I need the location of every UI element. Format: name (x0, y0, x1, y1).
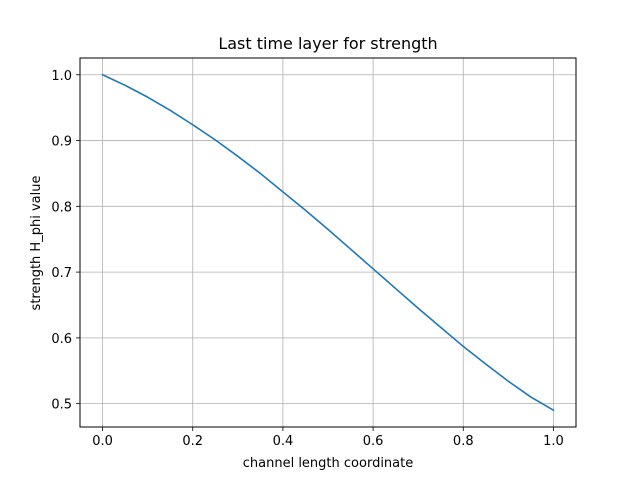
y-tick-label: 0.5 (51, 398, 72, 413)
x-tick-label: 0.0 (92, 434, 113, 449)
x-tick-label: 0.2 (182, 434, 203, 449)
x-tick-label: 1.0 (543, 434, 564, 449)
plot-frame (79, 57, 577, 428)
y-tick-label: 0.9 (51, 135, 72, 150)
series-layer (101, 73, 555, 412)
y-tick-label: 0.8 (51, 200, 72, 215)
x-tick-label: 0.6 (363, 434, 384, 449)
y-axis-label: strength H_phi value (29, 176, 44, 311)
y-tick-label: 0.7 (51, 266, 72, 281)
x-axis-label: channel length coordinate (243, 456, 413, 471)
x-tick-label: 0.4 (273, 434, 294, 449)
x-tick-label: 0.8 (453, 434, 474, 449)
series-line (101, 73, 555, 412)
y-tick-label: 0.6 (51, 332, 72, 347)
x-axis: 0.0 0.2 0.4 0.6 0.8 1.0 (92, 427, 564, 449)
grid-lines (80, 58, 576, 427)
chart-title: Last time layer for strength (218, 34, 437, 53)
y-tick-label: 1.0 (51, 69, 72, 84)
y-axis: 0.5 0.6 0.7 0.8 0.9 1.0 (51, 69, 80, 413)
